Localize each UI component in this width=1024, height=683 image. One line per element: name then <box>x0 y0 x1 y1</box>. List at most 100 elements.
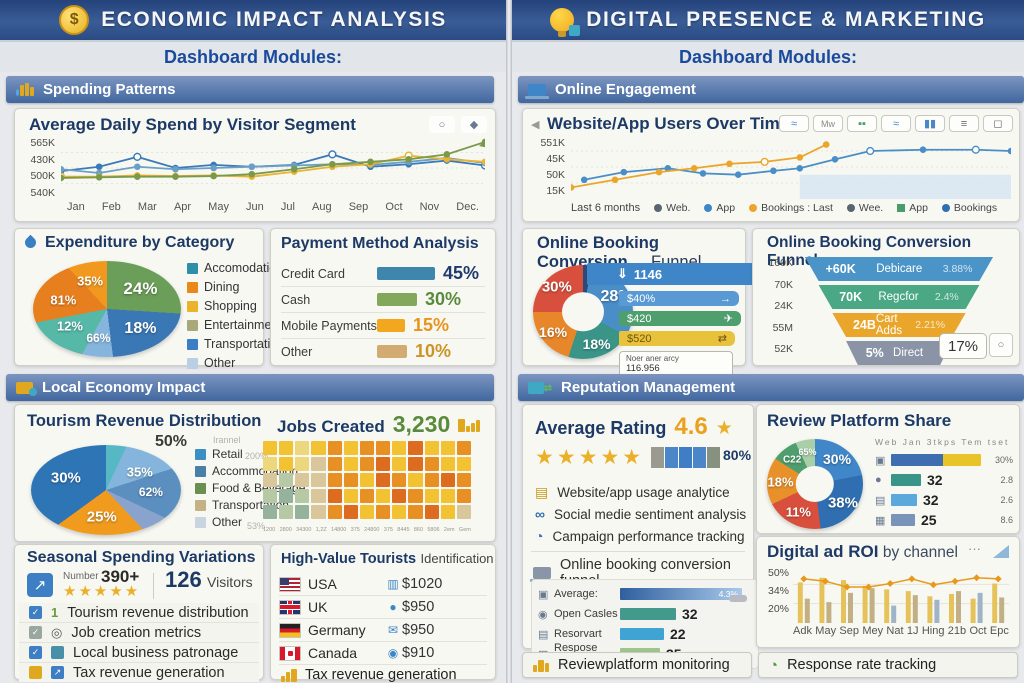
y-tick: 50K <box>546 169 565 181</box>
list-tool-button[interactable]: ≡ <box>949 115 979 132</box>
payment-label: Other <box>281 344 313 359</box>
legend-item: Shopping <box>187 299 284 313</box>
card-icon: ▤ <box>538 628 549 641</box>
tourist-table: USA ▥ $1020 UK ● $950 Germany ✉ $950 Canada ◉ $9… <box>279 573 487 665</box>
mw-tool-button[interactable]: Mw <box>813 115 843 132</box>
heatmap-cell <box>440 473 455 487</box>
feature-item: ◔ Campaign performance tracking <box>535 525 746 547</box>
pie-slice-label: 35% <box>126 464 153 480</box>
section-local-economy[interactable]: Local Economy Impact <box>6 374 494 401</box>
chart-export-button[interactable]: ◆ <box>461 116 487 133</box>
heatmap-tick: 8445 <box>397 527 410 533</box>
table-row: Germany ✉ $950 <box>279 619 487 642</box>
heatmap-cell <box>343 489 358 503</box>
payment-label: Credit Card <box>281 266 345 281</box>
window-tool-button[interactable]: ◻ <box>983 115 1013 132</box>
wave-tool-button[interactable]: ≈ <box>779 115 809 132</box>
checklist-item[interactable]: ✓ ◎ Job creation metrics <box>19 623 259 643</box>
coin-icon: ◉ <box>387 646 399 660</box>
section-reputation[interactable]: ⇄ Reputation Management <box>518 374 1024 401</box>
glasses-icon: ∞ <box>535 506 545 522</box>
country-name: USA <box>308 576 337 592</box>
heatmap-cell <box>456 441 471 455</box>
heatmap-cell <box>343 441 358 455</box>
back-icon[interactable]: ◀ <box>531 119 540 131</box>
legend-label: Other <box>212 515 243 529</box>
visitors-label: Visitors <box>207 574 253 590</box>
rating-items: ▤ Website/app usage analytice ∞ Social med… <box>535 481 746 547</box>
wave2-tool-button[interactable]: ≈ <box>881 115 911 132</box>
digital-presence-panel: DIGITAL PRESENCE & MARKETING Dashboard M… <box>512 0 1024 683</box>
metric-row: ▤ Resorvart 22 <box>538 625 752 643</box>
checkbox-icon[interactable]: ✓ <box>29 606 42 619</box>
pie-slice-label: 12% <box>56 318 83 334</box>
metric-bar: 4.3% <box>620 588 742 600</box>
country-name: UK <box>308 599 328 615</box>
section-spending-patterns[interactable]: Spending Patterns <box>6 76 494 103</box>
legend-dot <box>941 204 950 212</box>
section-online-engagement[interactable]: Online Engagement <box>518 76 1024 103</box>
funnel-rows: +60K Debicare 3.88% 70K Regcfor 2.4% 24B Cart… <box>801 257 997 369</box>
heatmap-cell <box>359 505 375 519</box>
heatmap-tick: Gem <box>458 527 471 533</box>
feature-label: Campaign performance tracking <box>552 528 745 544</box>
bar-value: $420 <box>627 312 652 325</box>
share-pct: 30% <box>994 455 1013 465</box>
section-title: Spending Patterns <box>43 81 176 98</box>
checklist-item[interactable]: ✓ 1 Tourism revenue distribution <box>19 603 259 623</box>
month-label: Mar <box>137 201 157 213</box>
metric-value: 32 <box>682 606 698 622</box>
heatmap-cell <box>263 473 278 487</box>
tax-revenue-footer[interactable]: Tax revenue generation <box>281 667 457 683</box>
heatmap-cell <box>408 441 423 455</box>
checkbox-icon[interactable]: ✓ <box>29 646 42 659</box>
more-icon[interactable]: ··· <box>968 541 981 556</box>
legend-label: Bookings : Last <box>761 202 833 214</box>
item-number: 1 <box>51 605 59 620</box>
lightbulb-icon <box>550 8 581 37</box>
share-bar <box>891 494 917 506</box>
table-row: USA ▥ $1020 <box>279 573 487 596</box>
heatmap-cell <box>424 489 439 503</box>
pie-slice-label: 11% <box>785 504 811 520</box>
funnel-stage: 24B Cart Adds 2.21% <box>832 313 966 337</box>
section-title: Local Economy Impact <box>42 379 206 396</box>
legend-dot <box>749 204 758 212</box>
options-button[interactable]: ○ <box>989 333 1013 357</box>
rating-value: 4.6 <box>674 413 708 440</box>
heatmap-cell <box>392 489 407 503</box>
pie-slice-label: 81% <box>50 292 77 308</box>
heatmap-cell <box>295 441 310 455</box>
y-tick: 551K <box>540 137 565 149</box>
funnel-bar-4: $520 ⇄ <box>619 331 735 346</box>
payment-bar <box>377 293 417 306</box>
metric-label: Open Casles <box>554 608 618 620</box>
platform-row: ● 32 2.8 <box>875 471 1013 489</box>
legend-label: Web. <box>666 202 691 214</box>
bars-tool-button[interactable]: ▮▮ <box>915 115 945 132</box>
country-name: Canada <box>308 645 358 661</box>
feature-label: Social medie sentiment analysis <box>553 506 747 522</box>
jobs-value: 3,230 <box>392 411 451 437</box>
heatmap-cell <box>327 441 342 455</box>
y-axis-ticks: 551K 45K 50K 15K <box>531 137 565 197</box>
y-tick: 15K <box>546 185 565 197</box>
dots-tool-button[interactable]: ▪▪ <box>847 115 877 132</box>
heatmap-cell <box>440 505 455 519</box>
checkbox-icon[interactable]: ✓ <box>29 626 42 639</box>
heatmap-cell <box>376 473 391 487</box>
left-header-title: ECONOMIC IMPACT ANALYSIS <box>101 8 447 31</box>
stage-pct: 3.88% <box>942 263 973 275</box>
chart-option-button[interactable]: ○ <box>429 116 455 133</box>
rating-header: Average Rating 4.6 ★ <box>535 413 733 441</box>
item-label: Local business patronage <box>73 644 239 661</box>
checklist-item[interactable]: ✓ Local business patronage <box>19 643 259 663</box>
review-monitoring-button[interactable]: Reviewplatform monitoring <box>522 652 752 678</box>
pie-slice-label: 18% <box>124 320 157 338</box>
response-tracking-button[interactable]: ◔ Response rate tracking <box>758 652 1018 678</box>
note-line1: Noer aner arcy <box>626 354 679 363</box>
y-tick: 55M <box>772 321 793 334</box>
stage-value: 24B <box>852 318 876 332</box>
legend-item: Bookings : Last <box>749 202 833 214</box>
checklist-item[interactable]: ↗ Tax revenue generation <box>19 663 259 682</box>
